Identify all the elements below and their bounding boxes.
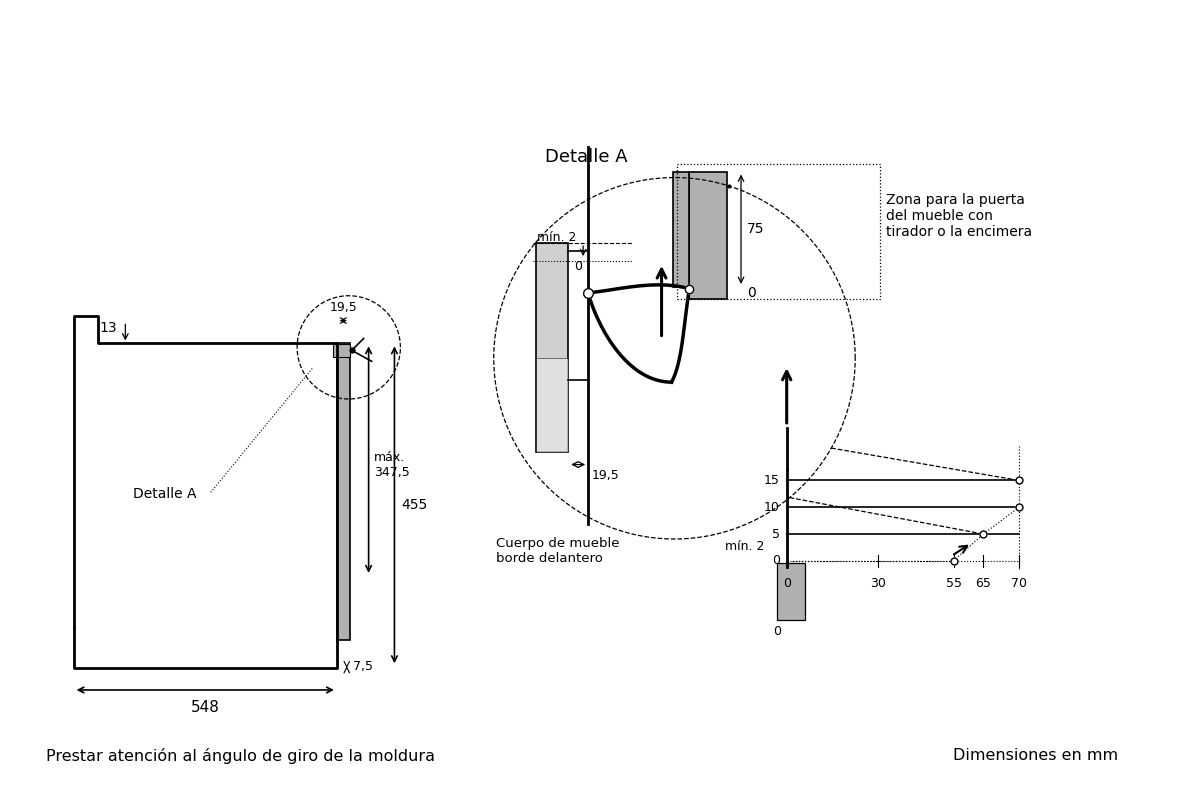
Text: 0: 0 bbox=[782, 577, 791, 590]
Text: 15: 15 bbox=[764, 474, 780, 487]
Text: 0: 0 bbox=[746, 286, 756, 300]
Text: mín. 2: mín. 2 bbox=[536, 230, 576, 244]
Text: 548: 548 bbox=[191, 700, 220, 715]
Text: Dimensiones en mm: Dimensiones en mm bbox=[953, 748, 1117, 763]
Bar bbox=[536, 243, 569, 452]
Text: máx.
347,5: máx. 347,5 bbox=[373, 450, 409, 478]
Text: 7,5: 7,5 bbox=[353, 660, 373, 673]
Text: 75: 75 bbox=[746, 222, 764, 236]
Text: 19,5: 19,5 bbox=[330, 301, 358, 314]
Text: 65: 65 bbox=[976, 577, 991, 590]
Bar bbox=[673, 171, 689, 286]
Text: 0: 0 bbox=[773, 626, 781, 638]
Text: 0: 0 bbox=[772, 554, 780, 567]
Text: 5: 5 bbox=[772, 527, 780, 541]
Bar bbox=[776, 563, 804, 621]
Polygon shape bbox=[536, 358, 569, 452]
Text: 70: 70 bbox=[1012, 577, 1027, 590]
Bar bbox=[337, 343, 349, 640]
Text: 13: 13 bbox=[100, 321, 118, 334]
Text: 0: 0 bbox=[574, 261, 582, 274]
Text: Prestar atención al ángulo de giro de la moldura: Prestar atención al ángulo de giro de la… bbox=[46, 747, 434, 763]
Text: 30: 30 bbox=[870, 577, 886, 590]
Text: 55: 55 bbox=[946, 577, 961, 590]
Text: 455: 455 bbox=[401, 498, 427, 512]
Text: Detalle A: Detalle A bbox=[133, 487, 197, 502]
Bar bbox=[678, 164, 880, 298]
Text: 10: 10 bbox=[764, 501, 780, 514]
Text: mín. 2: mín. 2 bbox=[726, 541, 764, 554]
Bar bbox=[689, 171, 727, 298]
Text: Detalle A: Detalle A bbox=[545, 148, 628, 166]
Bar bbox=[332, 344, 349, 358]
Text: Zona para la puerta
del mueble con
tirador o la encimera: Zona para la puerta del mueble con tirad… bbox=[886, 193, 1032, 239]
Text: Cuerpo de mueble
borde delantero: Cuerpo de mueble borde delantero bbox=[496, 537, 619, 565]
Text: 19,5: 19,5 bbox=[592, 469, 620, 482]
